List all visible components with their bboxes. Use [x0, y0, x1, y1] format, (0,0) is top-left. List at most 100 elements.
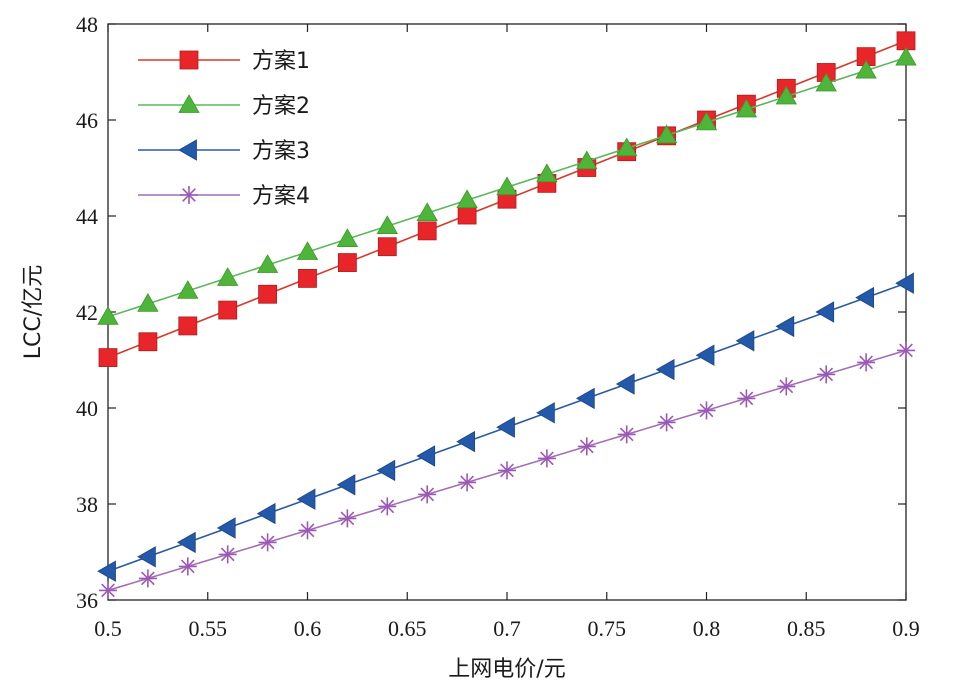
series-3-point — [176, 531, 196, 554]
series-1-point — [417, 221, 437, 241]
legend-item-1: 方案1 — [138, 49, 310, 74]
series-2-point — [496, 176, 518, 196]
series-2-point — [815, 72, 837, 92]
series-3-point — [536, 402, 555, 424]
x-axis-ticks: 0.5 0.55 0.6 0.65 0.7 0.75 0.8 0.85 0.9 — [94, 24, 920, 641]
series-1 — [98, 31, 916, 368]
series-3-point — [137, 546, 156, 568]
series-3-point — [615, 373, 635, 395]
legend-label: 方案2 — [252, 94, 310, 119]
series-3-point — [456, 430, 476, 453]
series-3 — [97, 272, 914, 582]
series-3-point — [775, 315, 795, 338]
x-axis-title: 上网电价/元 — [448, 657, 565, 682]
series-2-point — [855, 59, 877, 79]
series-1-point — [337, 253, 357, 272]
y-tick-label: 44 — [76, 204, 98, 229]
series-2-point — [895, 46, 917, 66]
series-4-point — [218, 545, 237, 564]
series-4-point — [697, 401, 716, 420]
series-4-point — [378, 497, 397, 516]
series-4-point — [657, 413, 676, 432]
series-4-point — [817, 365, 836, 384]
series-2-point — [695, 111, 718, 131]
y-tick-label: 40 — [76, 396, 98, 421]
x-tick-label: 0.85 — [787, 616, 826, 641]
series-1-point — [218, 300, 238, 320]
legend-marker — [178, 94, 200, 113]
series-3-point — [376, 459, 396, 482]
series-4-point — [138, 569, 157, 588]
series-2-point — [576, 150, 598, 170]
series-2-point — [336, 228, 359, 247]
series-2-point — [376, 215, 398, 234]
series-2-point — [775, 85, 797, 105]
series-1-point — [178, 316, 198, 336]
legend-label: 方案4 — [252, 184, 310, 209]
series-2-point — [456, 189, 478, 209]
series-3-point — [416, 445, 436, 467]
x-tick-label: 0.5 — [94, 616, 122, 641]
series-3-point — [855, 286, 874, 309]
x-tick-label: 0.55 — [189, 616, 228, 641]
series-2-point — [655, 124, 678, 144]
series-4-point — [617, 425, 636, 444]
series-1-point — [258, 284, 278, 304]
series-3-point — [575, 387, 595, 410]
y-tick-label: 42 — [76, 300, 98, 325]
series-2-point — [735, 98, 758, 118]
series-4-point — [857, 353, 876, 372]
x-tick-label: 0.75 — [588, 616, 627, 641]
series-2-point — [616, 137, 638, 157]
series-1-point — [377, 237, 397, 257]
series-3-point — [256, 502, 276, 525]
series-2-point — [296, 241, 319, 260]
series-4 — [99, 341, 915, 600]
legend-item-3: 方案3 — [138, 139, 310, 164]
series-2-point — [536, 163, 558, 183]
legend-label: 方案1 — [252, 49, 310, 74]
series-4-point — [418, 485, 437, 504]
series-4-point — [777, 377, 796, 396]
series-2 — [97, 46, 917, 325]
series-1-point — [98, 348, 118, 368]
y-axis-title: LCC/亿元 — [21, 265, 46, 359]
series-4-point — [298, 521, 317, 540]
y-tick-label: 36 — [76, 588, 98, 613]
legend-marker — [180, 186, 198, 204]
legend-label: 方案3 — [252, 139, 310, 164]
series-4-point — [99, 581, 117, 600]
series-3-point — [735, 330, 755, 352]
x-tick-label: 0.8 — [693, 616, 721, 641]
series-4-point — [458, 473, 477, 492]
series-2-point — [177, 280, 199, 299]
series-4-point — [178, 557, 197, 576]
legend-marker — [179, 50, 199, 70]
series-4-point — [498, 461, 516, 480]
legend-item-2: 方案2 — [138, 94, 310, 119]
series-3-point — [216, 517, 236, 539]
series-4-point — [338, 509, 357, 528]
legend-item-4: 方案4 — [138, 184, 310, 209]
y-tick-label: 48 — [76, 12, 98, 37]
legend: 方案1 方案2 方案3 方案4 — [138, 49, 310, 209]
series-4-point — [577, 437, 596, 456]
series-3-point — [815, 301, 835, 323]
y-tick-label: 46 — [76, 108, 98, 133]
x-tick-label: 0.9 — [892, 616, 920, 641]
series-4-point — [897, 341, 915, 360]
series-3-point — [655, 358, 675, 381]
series-1-point — [298, 268, 317, 288]
series-1-point — [138, 332, 158, 352]
x-tick-label: 0.65 — [388, 616, 427, 641]
series-4-point — [537, 449, 556, 468]
series-2-point — [256, 254, 279, 273]
legend-marker — [178, 139, 197, 161]
series-2-point — [416, 202, 438, 222]
series-1-point — [457, 205, 477, 225]
series-2-point — [217, 267, 239, 286]
series-3-point — [496, 416, 515, 438]
x-tick-label: 0.6 — [294, 616, 322, 641]
series-3-point — [336, 474, 356, 496]
